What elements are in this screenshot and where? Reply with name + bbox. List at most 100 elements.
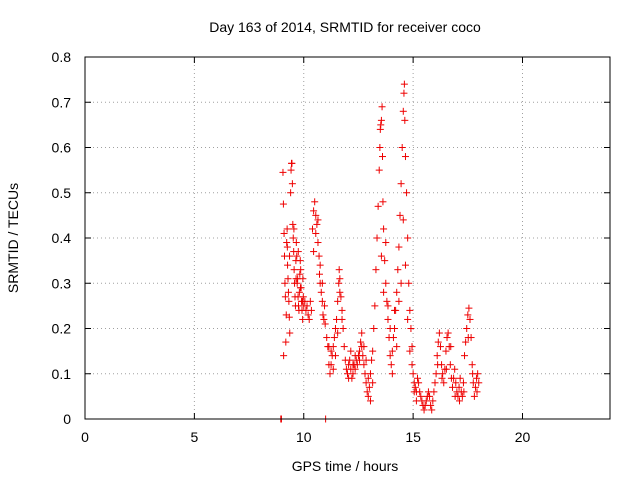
- data-point: [436, 343, 444, 351]
- data-point: [408, 343, 416, 351]
- data-point: [399, 216, 407, 224]
- data-point: [379, 198, 387, 206]
- data-point: [395, 297, 403, 305]
- data-point: [442, 365, 450, 373]
- data-point: [325, 343, 333, 351]
- data-point: [380, 225, 388, 233]
- y-tick-label: 0.1: [52, 366, 72, 382]
- data-point: [331, 352, 339, 360]
- data-point: [465, 304, 473, 312]
- data-point: [357, 338, 365, 346]
- data-point: [284, 275, 292, 283]
- data-point: [466, 315, 474, 323]
- data-point: [323, 334, 331, 342]
- data-point: [458, 392, 466, 400]
- data-point: [406, 347, 414, 355]
- data-point: [444, 329, 452, 337]
- data-point: [293, 252, 301, 260]
- data-point: [405, 279, 413, 287]
- data-point: [380, 288, 388, 296]
- data-point: [339, 325, 347, 332]
- data-point: [314, 216, 322, 224]
- data-point: [364, 392, 372, 400]
- data-point: [287, 166, 295, 174]
- data-point: [447, 343, 455, 351]
- data-point: [382, 239, 390, 247]
- data-point: [427, 401, 435, 409]
- data-point: [282, 338, 290, 346]
- data-point: [309, 225, 316, 233]
- data-point: [388, 370, 396, 378]
- data-point: [473, 388, 481, 396]
- data-point: [290, 266, 298, 274]
- data-point: [360, 361, 368, 369]
- data-point: [336, 288, 344, 296]
- data-point: [283, 225, 291, 233]
- data-point: [283, 243, 291, 251]
- data-point: [345, 374, 353, 382]
- data-point: [289, 220, 297, 228]
- x-axis-label: GPS time / hours: [292, 458, 399, 474]
- data-point: [377, 252, 385, 260]
- data-point: [422, 397, 430, 405]
- data-point: [451, 365, 459, 373]
- data-point: [349, 370, 357, 378]
- data-point: [372, 266, 380, 274]
- data-point: [311, 198, 319, 206]
- data-point: [320, 315, 328, 323]
- data-point: [461, 352, 469, 360]
- data-point: [386, 352, 394, 360]
- data-point: [376, 144, 384, 151]
- data-point: [359, 352, 367, 360]
- data-point: [401, 261, 409, 269]
- data-point: [326, 370, 334, 378]
- data-point: [281, 279, 289, 287]
- data-point: [314, 239, 322, 247]
- axes: 0 5 10 15 20 0 0.1 0.2 0.3 0.4 0.5 0.6 0.7 0.8: [52, 49, 611, 445]
- data-point: [360, 343, 368, 351]
- data-point: [318, 297, 326, 305]
- data-point: [334, 329, 342, 337]
- data-point: [287, 189, 295, 197]
- data-point: [335, 266, 343, 274]
- data-point: [462, 338, 470, 346]
- x-tick-label: 0: [81, 429, 89, 445]
- data-point: [317, 288, 325, 296]
- data-point: [363, 388, 371, 396]
- x-tick-label: 5: [190, 429, 198, 445]
- data-point: [388, 347, 396, 355]
- data-point: [340, 343, 348, 351]
- data-point: [288, 159, 296, 167]
- y-axis-label: SRMTID / TECUs: [5, 183, 21, 293]
- data-point: [382, 279, 390, 287]
- data-point: [435, 329, 443, 337]
- data-point: [439, 370, 447, 378]
- data-point: [310, 207, 318, 215]
- data-point: [295, 288, 303, 296]
- data-point: [364, 374, 372, 382]
- data-point: [384, 302, 392, 310]
- data-point: [384, 315, 392, 323]
- data-point: [399, 107, 407, 115]
- data-point: [471, 383, 479, 391]
- data-point: [327, 361, 335, 369]
- data-point: [279, 200, 287, 208]
- y-tick-label: 0.6: [52, 140, 72, 156]
- data-point: [406, 306, 414, 314]
- data-point: [362, 356, 370, 364]
- data-point: [292, 275, 300, 283]
- data-point: [369, 379, 377, 387]
- data-point: [315, 252, 323, 260]
- data-point: [377, 121, 385, 129]
- data-point: [410, 388, 418, 396]
- data-point: [319, 311, 327, 319]
- data-point: [306, 297, 314, 305]
- data-point: [411, 383, 419, 391]
- data-point: [330, 334, 338, 342]
- data-point: [417, 392, 425, 400]
- data-point: [281, 293, 289, 301]
- data-point: [420, 406, 428, 414]
- data-point: [409, 370, 417, 378]
- y-tick-label: 0: [63, 411, 71, 427]
- data-point: [305, 315, 313, 323]
